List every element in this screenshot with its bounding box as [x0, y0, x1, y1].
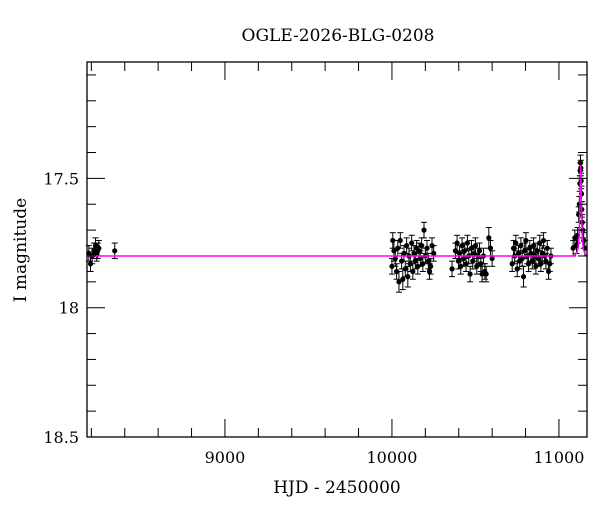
data-point: [427, 258, 434, 275]
data-marker: [389, 263, 395, 269]
data-marker: [449, 266, 455, 272]
data-point: [421, 221, 428, 239]
data-point: [483, 265, 490, 283]
data-marker: [405, 274, 411, 280]
data-marker: [472, 243, 479, 249]
data-marker: [543, 258, 549, 264]
data-marker: [421, 227, 427, 233]
data-marker: [544, 245, 550, 251]
chart-title: OGLE-2026-BLG-0208: [242, 26, 435, 46]
data-marker: [409, 240, 415, 246]
data-marker: [535, 255, 542, 262]
data-point: [430, 245, 437, 262]
data-marker: [537, 240, 543, 246]
data-marker: [523, 237, 529, 244]
data-marker: [525, 261, 532, 267]
data-point: [449, 260, 456, 278]
data-marker: [417, 255, 423, 262]
data-marker: [392, 255, 398, 262]
data-point: [540, 232, 547, 249]
data-marker: [522, 248, 528, 254]
x-tick-label: 11000: [533, 448, 584, 467]
data-marker: [412, 258, 418, 264]
data-marker: [402, 266, 408, 272]
data-point: [409, 263, 416, 280]
data-marker: [424, 245, 430, 251]
data-marker: [467, 271, 473, 277]
data-marker: [474, 263, 480, 269]
data-marker: [459, 243, 465, 249]
data-marker: [425, 258, 431, 264]
data-marker: [397, 237, 403, 244]
data-marker: [419, 243, 425, 249]
data-marker: [487, 245, 494, 251]
data-point: [521, 242, 528, 260]
data-marker: [529, 258, 535, 264]
x-tick-label: 9000: [205, 448, 246, 467]
axes: 9000 10000 11000 17.5 18 18.5: [43, 61, 588, 467]
data-marker: [520, 274, 527, 280]
data-point: [530, 237, 537, 254]
data-marker: [486, 235, 492, 241]
data-marker: [476, 248, 483, 254]
y-tick-label: 18: [59, 299, 79, 318]
plot-area: [85, 154, 588, 293]
data-point: [403, 237, 410, 254]
data-marker: [513, 240, 519, 246]
data-point: [472, 237, 479, 254]
plot-frame: [86, 61, 588, 438]
data-marker: [530, 243, 537, 249]
data-marker: [483, 271, 489, 277]
data-point: [454, 234, 461, 252]
data-marker: [112, 248, 118, 254]
model-curve: [87, 165, 588, 257]
y-axis-label: I magnitude: [11, 198, 31, 302]
y-tick-label: 17.5: [43, 169, 79, 188]
data-point: [536, 234, 543, 252]
data-marker: [96, 245, 102, 251]
data-marker: [464, 240, 471, 246]
data-marker: [400, 276, 406, 282]
data-marker: [410, 268, 416, 275]
data-marker: [468, 245, 475, 251]
data-marker: [428, 263, 434, 269]
data-point: [395, 270, 402, 293]
data-point: [476, 242, 483, 260]
x-tick-label: 10000: [366, 448, 417, 467]
data-marker: [489, 255, 495, 262]
data-marker: [518, 243, 524, 249]
data-marker: [540, 237, 547, 244]
data-marker: [404, 243, 410, 249]
y-tick-label: 18.5: [43, 428, 79, 447]
data-marker: [396, 279, 402, 285]
data-point: [489, 250, 496, 267]
data-point: [397, 232, 404, 249]
data-point: [404, 265, 411, 288]
data-marker: [538, 261, 544, 267]
data-marker: [431, 250, 437, 256]
data-point: [512, 234, 519, 252]
data-marker: [454, 240, 460, 246]
x-axis-label: HJD - 2450000: [273, 478, 401, 498]
data-point: [520, 265, 527, 288]
data-marker: [426, 268, 433, 275]
